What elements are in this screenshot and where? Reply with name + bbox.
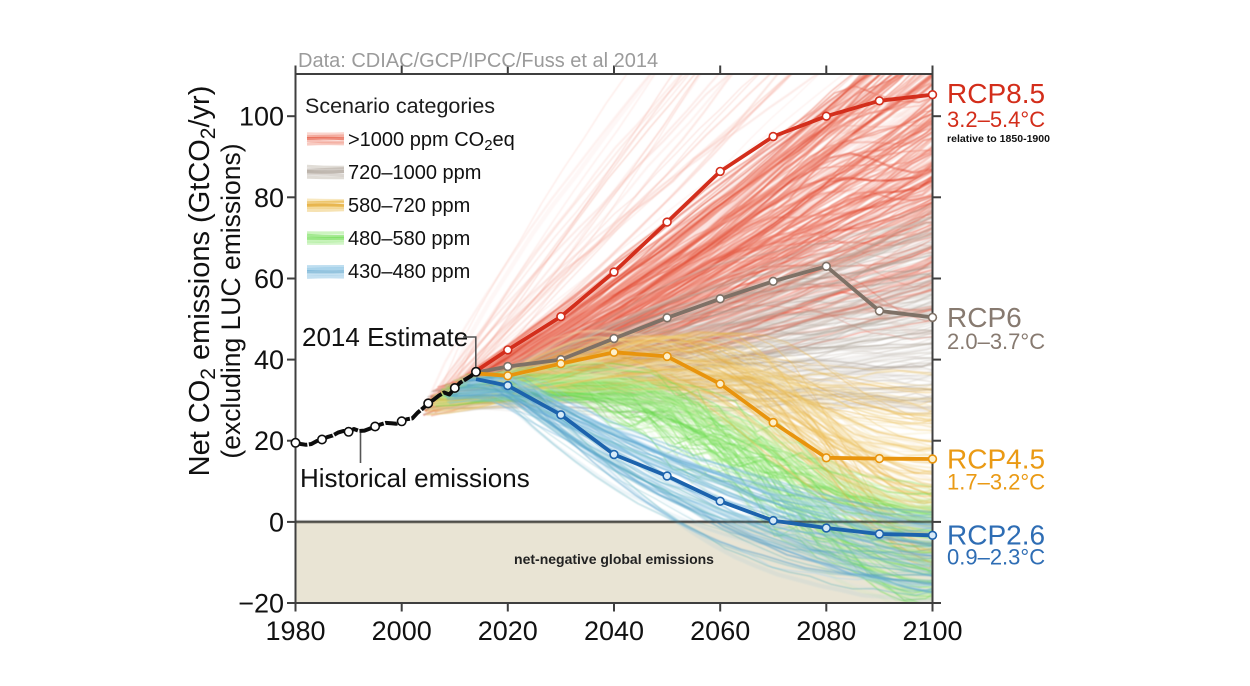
svg-text:2014 Estimate: 2014 Estimate xyxy=(302,322,468,352)
svg-text:2080: 2080 xyxy=(796,616,856,646)
svg-text:Historical emissions: Historical emissions xyxy=(300,463,530,493)
svg-text:1980: 1980 xyxy=(265,616,325,646)
svg-text:100: 100 xyxy=(239,102,284,132)
svg-text:2020: 2020 xyxy=(478,616,538,646)
svg-text:−20: −20 xyxy=(238,589,284,619)
svg-text:2100: 2100 xyxy=(902,616,962,646)
svg-text:RCP8.5: RCP8.5 xyxy=(947,78,1045,109)
svg-text:RCP2.6: RCP2.6 xyxy=(947,520,1045,551)
svg-text:RCP6: RCP6 xyxy=(947,302,1022,333)
svg-text:2000: 2000 xyxy=(372,616,432,646)
svg-text:2040: 2040 xyxy=(584,616,644,646)
svg-text:Scenario categories: Scenario categories xyxy=(305,94,495,118)
svg-text:relative to 1850-1900: relative to 1850-1900 xyxy=(947,134,1050,145)
svg-text:80: 80 xyxy=(254,183,284,213)
svg-text:Net CO2 emissions (GtCO2/yr): Net CO2 emissions (GtCO2/yr) xyxy=(184,86,220,477)
svg-text:0: 0 xyxy=(269,507,284,537)
svg-text:1.7–3.2°C: 1.7–3.2°C xyxy=(947,470,1045,495)
svg-text:720–1000 ppm: 720–1000 ppm xyxy=(348,162,481,184)
svg-text:0.9–2.3°C: 0.9–2.3°C xyxy=(947,545,1045,570)
svg-text:(excluding LUC emissions): (excluding LUC emissions) xyxy=(216,143,246,458)
svg-text:3.2–5.4°C: 3.2–5.4°C xyxy=(947,107,1045,132)
svg-text:40: 40 xyxy=(254,345,284,375)
svg-text:Data: CDIAC/GCP/IPCC/Fuss et a: Data: CDIAC/GCP/IPCC/Fuss et al 2014 xyxy=(298,50,658,72)
svg-text:net-negative global emissions: net-negative global emissions xyxy=(514,551,714,567)
svg-text:480–580 ppm: 480–580 ppm xyxy=(348,228,470,250)
svg-text:RCP4.5: RCP4.5 xyxy=(947,444,1045,475)
svg-text:580–720 ppm: 580–720 ppm xyxy=(348,195,470,217)
svg-text:2.0–3.7°C: 2.0–3.7°C xyxy=(947,329,1045,354)
svg-text:430–480 ppm: 430–480 ppm xyxy=(348,261,470,283)
svg-text:>1000 ppm CO2eq: >1000 ppm CO2eq xyxy=(348,129,515,154)
svg-text:2060: 2060 xyxy=(690,616,750,646)
svg-text:20: 20 xyxy=(254,426,284,456)
svg-text:60: 60 xyxy=(254,264,284,294)
